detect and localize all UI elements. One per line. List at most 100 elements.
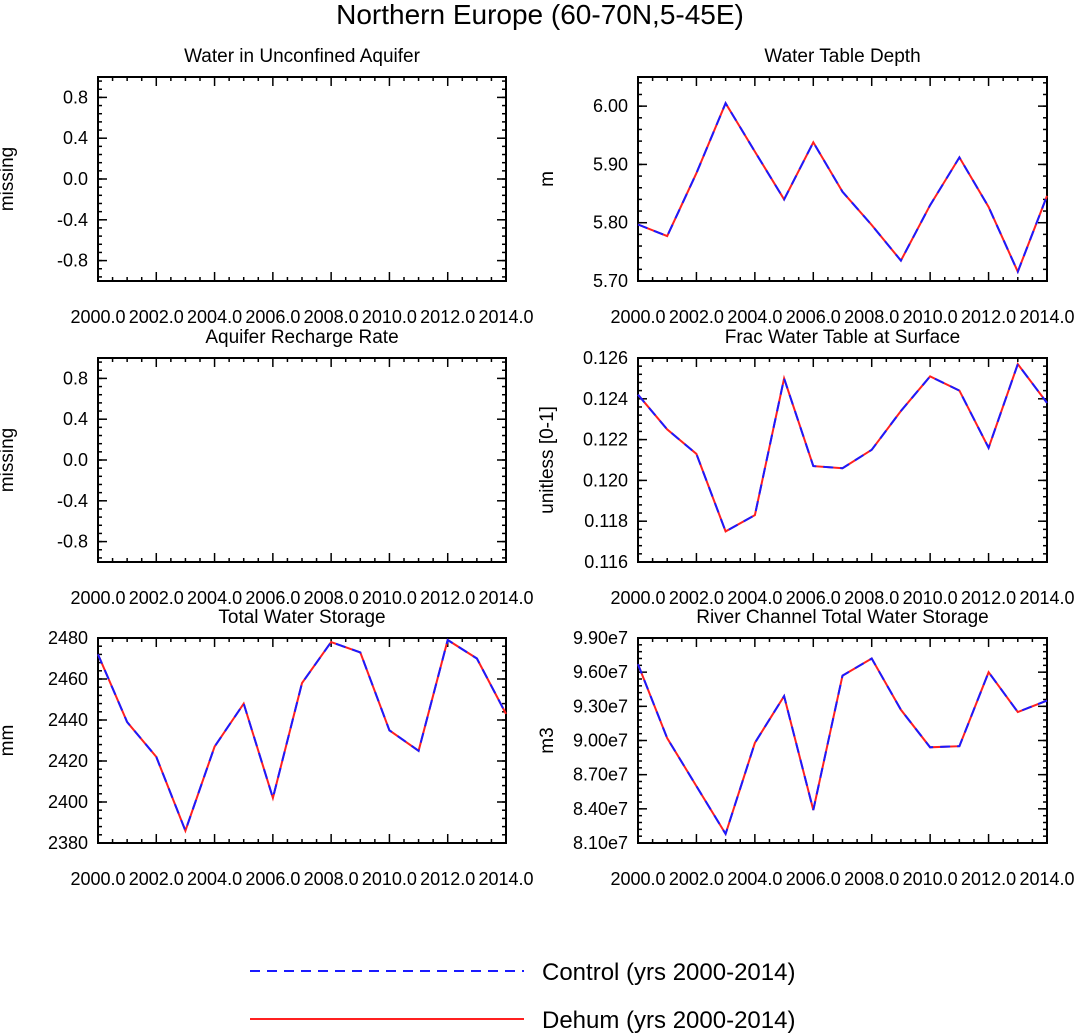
y-tick-label: 0.124 (583, 389, 628, 409)
x-tick-label: 2000.0 (70, 588, 125, 608)
plot-frame (637, 76, 1048, 282)
y-tick-label: 2460 (48, 669, 88, 689)
x-tick-label: 2008.0 (304, 869, 359, 889)
y-tick-label: 8.10e7 (573, 833, 628, 853)
x-tick-label: 2004.0 (727, 307, 782, 327)
series-line-control (97, 638, 507, 834)
plot-frame (97, 357, 507, 563)
y-tick-label: 0.126 (583, 348, 628, 368)
y-tick-label: 9.90e7 (573, 628, 628, 648)
x-tick-label: 2012.0 (961, 307, 1016, 327)
y-tick-label: 0.8 (63, 87, 88, 107)
chart-panels: Water in Unconfined Aquifer missing 2000.0… (0, 46, 1075, 889)
x-tick-label: 2012.0 (420, 307, 475, 327)
x-tick-label: 2012.0 (961, 588, 1016, 608)
x-tick-label: 2014.0 (1019, 869, 1074, 889)
series-line-control (637, 657, 1048, 837)
x-tick-label: 2004.0 (727, 869, 782, 889)
y-tick-label: 0.0 (63, 169, 88, 189)
y-tick-label: -0.8 (57, 251, 88, 271)
x-tick-label: 2006.0 (245, 869, 300, 889)
panel-title: Aquifer Recharge Rate (205, 327, 398, 348)
x-tick-label: 2000.0 (610, 307, 665, 327)
legend: Control (yrs 2000-2014) Dehum (yrs 2000-… (250, 959, 795, 1034)
x-tick-label: 2000.0 (70, 869, 125, 889)
y-tick-label: 9.30e7 (573, 696, 628, 716)
panel-title: Water Table Depth (764, 46, 920, 67)
x-tick-label: 2000.0 (610, 588, 665, 608)
panel-title: Frac Water Table at Surface (725, 327, 961, 348)
x-tick-label: 2008.0 (844, 869, 899, 889)
y-tick-label: 2380 (48, 833, 88, 853)
series-line-dehum (637, 100, 1048, 275)
y-axis-label: missing (0, 428, 18, 492)
y-tick-label: 9.60e7 (573, 662, 628, 682)
x-tick-label: 2004.0 (727, 588, 782, 608)
y-tick-label: 0.118 (584, 511, 628, 531)
panel-3: Aquifer Recharge Rate missing 2000.0 2002.0… (0, 327, 534, 608)
series-line-control (637, 362, 1048, 533)
y-tick-label: 2440 (48, 710, 88, 730)
x-tick-label: 2008.0 (304, 588, 359, 608)
x-tick-label: 2002.0 (669, 307, 724, 327)
x-tick-label: 2014.0 (478, 307, 533, 327)
x-tick-label: 2014.0 (1019, 307, 1074, 327)
x-tick-label: 2010.0 (362, 588, 417, 608)
x-tick-label: 2004.0 (187, 588, 242, 608)
x-tick-label: 2010.0 (362, 869, 417, 889)
figure-title: Northern Europe (60-70N,5-45E) (336, 0, 744, 30)
y-tick-label: 5.90 (593, 154, 628, 174)
x-tick-label: 2010.0 (903, 307, 958, 327)
plot-frame (97, 637, 507, 844)
y-tick-label: 5.80 (593, 213, 628, 233)
y-tick-label: 0.120 (583, 470, 628, 490)
y-tick-label: 0.122 (583, 430, 628, 450)
x-tick-label: 2002.0 (669, 869, 724, 889)
y-tick-label: -0.4 (57, 210, 88, 230)
y-tick-label: 6.00 (593, 96, 628, 116)
plot-frame (637, 637, 1048, 844)
plot-frame (97, 76, 507, 282)
y-tick-label: 0.4 (63, 409, 88, 429)
y-tick-label: 9.00e7 (573, 731, 628, 751)
y-tick-label: 2420 (48, 751, 88, 771)
x-tick-label: 2004.0 (187, 869, 242, 889)
x-tick-label: 2006.0 (786, 588, 841, 608)
x-tick-label: 2014.0 (1019, 588, 1074, 608)
y-tick-label: 8.40e7 (573, 799, 628, 819)
x-tick-label: 2010.0 (903, 869, 958, 889)
x-tick-label: 2000.0 (70, 307, 125, 327)
panel-1: Water in Unconfined Aquifer missing 2000.0… (0, 46, 534, 327)
x-tick-label: 2006.0 (245, 588, 300, 608)
x-tick-label: 2012.0 (420, 869, 475, 889)
y-tick-label: -0.8 (57, 532, 88, 552)
x-tick-label: 2004.0 (187, 307, 242, 327)
legend-dehum-label: Dehum (yrs 2000-2014) (542, 1007, 795, 1034)
series-line-control (637, 100, 1048, 275)
panel-6: River Channel Total Water Storage m3 2000.… (537, 607, 1075, 889)
panel-title: Water in Unconfined Aquifer (184, 46, 421, 67)
y-axis-label: m (537, 171, 558, 187)
y-tick-label: 0.116 (584, 552, 628, 572)
x-tick-label: 2006.0 (786, 307, 841, 327)
y-tick-label: 2480 (48, 628, 88, 648)
x-tick-label: 2006.0 (245, 307, 300, 327)
y-axis-label: m3 (537, 727, 558, 753)
series-line-dehum (637, 657, 1048, 837)
x-tick-label: 2012.0 (961, 869, 1016, 889)
y-tick-label: 0.0 (63, 450, 88, 470)
panel-2: Water Table Depth m 2000.0 2002.0 2004.0 2006… (537, 46, 1075, 327)
x-tick-label: 2008.0 (844, 307, 899, 327)
x-tick-label: 2000.0 (610, 869, 665, 889)
y-tick-label: 0.4 (63, 128, 88, 148)
x-tick-label: 2014.0 (478, 869, 533, 889)
y-tick-label: -0.4 (57, 491, 88, 511)
legend-control-label: Control (yrs 2000-2014) (542, 959, 795, 986)
x-tick-label: 2008.0 (304, 307, 359, 327)
x-tick-label: 2010.0 (903, 588, 958, 608)
panel-title: River Channel Total Water Storage (696, 607, 989, 628)
y-tick-label: 5.70 (593, 271, 628, 291)
panel-title: Total Water Storage (218, 607, 385, 628)
